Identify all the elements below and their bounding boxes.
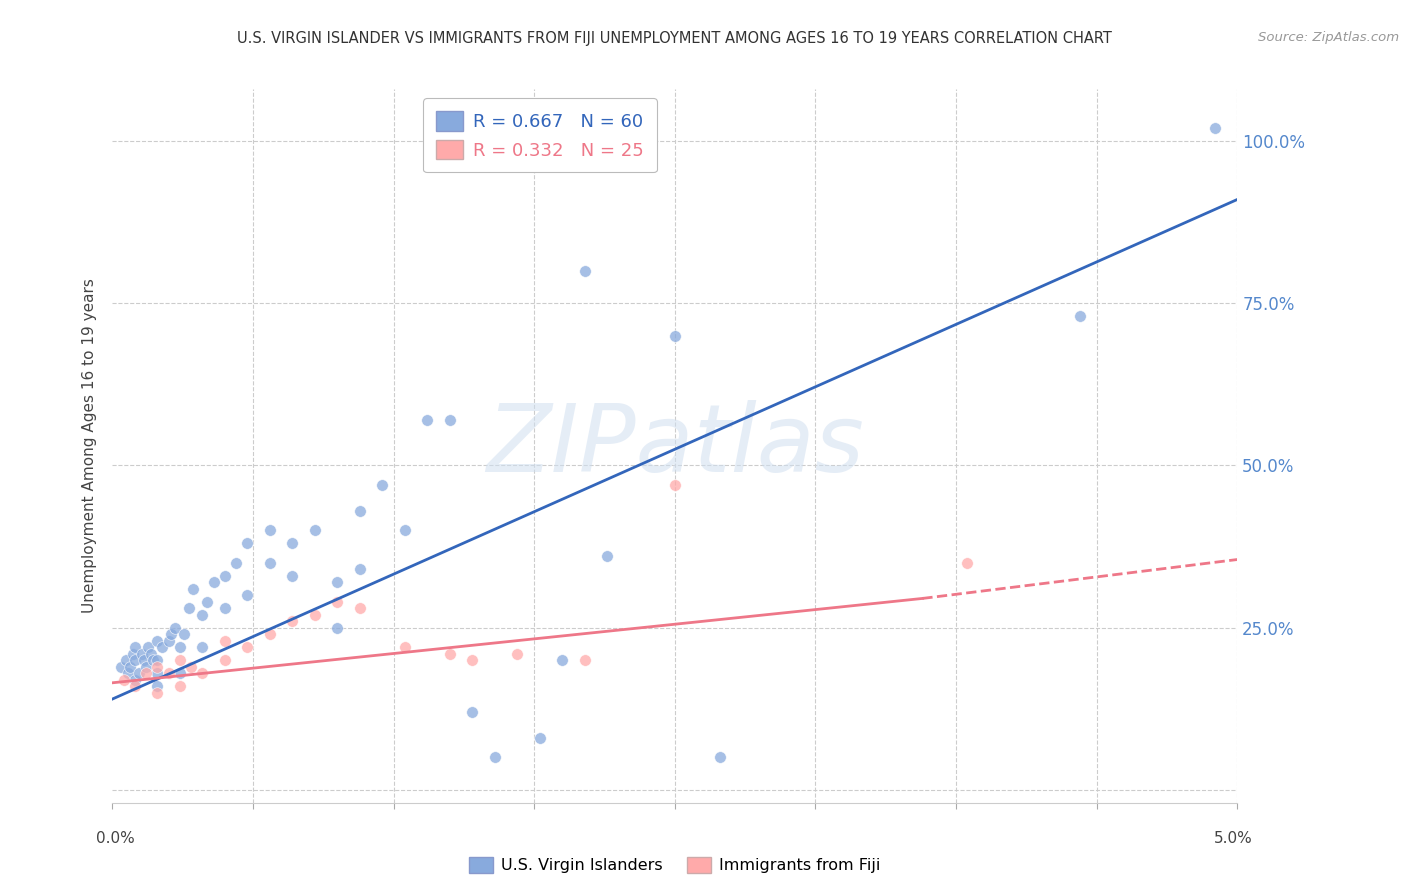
- Point: [115, 653, 138, 667]
- Point: [416, 413, 439, 427]
- Point: [371, 478, 394, 492]
- Point: [160, 627, 183, 641]
- Point: [664, 478, 686, 492]
- Point: [236, 536, 259, 550]
- Point: [202, 575, 225, 590]
- Point: [326, 595, 349, 609]
- Point: [236, 588, 259, 602]
- Point: [529, 731, 551, 745]
- Point: [956, 556, 979, 570]
- Point: [281, 614, 304, 628]
- Point: [146, 685, 169, 699]
- Text: Source: ZipAtlas.com: Source: ZipAtlas.com: [1258, 31, 1399, 45]
- Point: [183, 582, 205, 596]
- Point: [121, 647, 143, 661]
- Point: [120, 659, 142, 673]
- Point: [124, 679, 146, 693]
- Point: [157, 633, 180, 648]
- Point: [439, 413, 461, 427]
- Point: [139, 647, 162, 661]
- Point: [191, 640, 214, 654]
- Point: [169, 640, 191, 654]
- Point: [150, 640, 173, 654]
- Text: 0.0%: 0.0%: [96, 831, 135, 846]
- Point: [124, 673, 146, 687]
- Legend: R = 0.667   N = 60, R = 0.332   N = 25: R = 0.667 N = 60, R = 0.332 N = 25: [423, 98, 657, 172]
- Point: [304, 524, 326, 538]
- Point: [214, 633, 236, 648]
- Point: [214, 653, 236, 667]
- Point: [157, 666, 180, 681]
- Point: [169, 653, 191, 667]
- Point: [146, 666, 169, 681]
- Text: 5.0%: 5.0%: [1213, 831, 1253, 846]
- Point: [225, 556, 247, 570]
- Text: U.S. VIRGIN ISLANDER VS IMMIGRANTS FROM FIJI UNEMPLOYMENT AMONG AGES 16 TO 19 YE: U.S. VIRGIN ISLANDER VS IMMIGRANTS FROM …: [238, 31, 1112, 46]
- Point: [484, 750, 506, 764]
- Point: [574, 264, 596, 278]
- Point: [394, 524, 416, 538]
- Point: [180, 659, 202, 673]
- Point: [117, 666, 139, 681]
- Point: [574, 653, 596, 667]
- Point: [461, 705, 484, 719]
- Y-axis label: Unemployment Among Ages 16 to 19 years: Unemployment Among Ages 16 to 19 years: [82, 278, 97, 614]
- Point: [131, 647, 153, 661]
- Point: [304, 607, 326, 622]
- Point: [177, 601, 200, 615]
- Point: [191, 666, 214, 681]
- Point: [195, 595, 218, 609]
- Point: [142, 653, 165, 667]
- Point: [169, 679, 191, 693]
- Point: [214, 601, 236, 615]
- Point: [439, 647, 461, 661]
- Point: [506, 647, 529, 661]
- Point: [169, 666, 191, 681]
- Point: [349, 601, 371, 615]
- Point: [146, 653, 169, 667]
- Point: [146, 679, 169, 693]
- Point: [551, 653, 574, 667]
- Point: [326, 621, 349, 635]
- Point: [326, 575, 349, 590]
- Point: [138, 640, 160, 654]
- Point: [1069, 310, 1091, 324]
- Point: [146, 659, 169, 673]
- Point: [112, 673, 135, 687]
- Point: [132, 653, 155, 667]
- Point: [135, 659, 157, 673]
- Point: [124, 653, 146, 667]
- Point: [146, 633, 169, 648]
- Point: [214, 568, 236, 582]
- Point: [259, 627, 281, 641]
- Point: [135, 666, 157, 681]
- Point: [349, 562, 371, 576]
- Point: [259, 556, 281, 570]
- Point: [281, 536, 304, 550]
- Point: [709, 750, 731, 764]
- Text: ZIPatlas: ZIPatlas: [486, 401, 863, 491]
- Point: [191, 607, 214, 622]
- Point: [128, 666, 150, 681]
- Point: [664, 328, 686, 343]
- Point: [124, 640, 146, 654]
- Point: [165, 621, 187, 635]
- Point: [596, 549, 619, 564]
- Point: [236, 640, 259, 654]
- Point: [173, 627, 195, 641]
- Point: [1204, 121, 1226, 136]
- Legend: U.S. Virgin Islanders, Immigrants from Fiji: U.S. Virgin Islanders, Immigrants from F…: [463, 850, 887, 880]
- Point: [461, 653, 484, 667]
- Point: [349, 504, 371, 518]
- Point: [281, 568, 304, 582]
- Point: [394, 640, 416, 654]
- Point: [259, 524, 281, 538]
- Point: [110, 659, 132, 673]
